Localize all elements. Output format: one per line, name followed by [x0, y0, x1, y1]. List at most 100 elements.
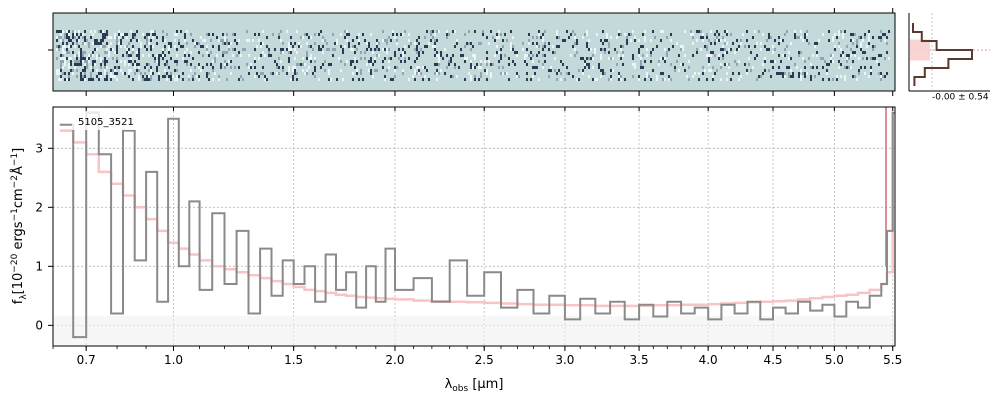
- twod-pixel: [74, 54, 76, 57]
- twod-pixel: [368, 60, 370, 63]
- twod-pixel: [532, 42, 534, 45]
- twod-pixel: [708, 63, 710, 66]
- twod-pixel: [224, 36, 226, 39]
- twod-pixel: [100, 72, 102, 75]
- twod-pixel: [62, 51, 64, 54]
- twod-pixel: [424, 75, 426, 78]
- twod-pixel: [322, 45, 324, 48]
- twod-pixel: [486, 51, 488, 54]
- twod-pixel: [92, 51, 94, 54]
- twod-pixel: [472, 45, 474, 48]
- twod-pixel: [760, 42, 762, 45]
- twod-pixel: [118, 36, 120, 39]
- twod-pixel: [684, 30, 686, 33]
- twod-pixel: [434, 33, 436, 36]
- twod-pixel: [408, 33, 410, 36]
- twod-pixel: [778, 54, 780, 57]
- twod-pixel: [456, 75, 458, 78]
- twod-pixel: [84, 51, 86, 54]
- twod-pixel: [386, 42, 388, 45]
- twod-pixel: [602, 72, 604, 75]
- twod-pixel: [630, 33, 632, 36]
- twod-pixel: [74, 36, 76, 39]
- twod-pixel: [418, 69, 420, 72]
- twod-pixel: [352, 72, 354, 75]
- twod-pixel: [148, 54, 150, 57]
- twod-pixel: [212, 69, 214, 72]
- twod-pixel: [482, 30, 484, 33]
- twod-pixel: [600, 54, 602, 57]
- twod-pixel: [414, 48, 416, 51]
- twod-pixel: [228, 48, 230, 51]
- twod-pixel: [250, 66, 252, 69]
- twod-pixel: [882, 33, 884, 36]
- ylabel-angstrom: Å: [10, 166, 26, 175]
- twod-pixel: [120, 69, 122, 72]
- twod-pixel: [702, 36, 704, 39]
- twod-pixel: [384, 48, 386, 51]
- twod-pixel: [176, 48, 178, 51]
- twod-pixel: [556, 30, 558, 33]
- twod-pixel: [708, 54, 710, 57]
- twod-pixel: [58, 45, 60, 48]
- twod-pixel: [402, 72, 404, 75]
- twod-pixel: [318, 45, 320, 48]
- twod-pixel: [370, 57, 372, 60]
- twod-pixel: [370, 72, 372, 75]
- twod-pixel: [560, 72, 562, 75]
- twod-pixel: [836, 78, 838, 81]
- twod-pixel: [642, 45, 644, 48]
- twod-pixel: [166, 60, 168, 63]
- twod-pixel: [104, 36, 106, 39]
- twod-pixel: [678, 54, 680, 57]
- twod-pixel: [644, 78, 646, 81]
- twod-pixel: [498, 66, 500, 69]
- twod-pixel: [496, 45, 498, 48]
- twod-pixel: [162, 51, 164, 54]
- twod-pixel: [464, 57, 466, 60]
- twod-pixel: [670, 63, 672, 66]
- twod-pixel: [306, 57, 308, 60]
- twod-pixel: [270, 54, 272, 57]
- twod-pixel: [486, 63, 488, 66]
- twod-pixel: [232, 33, 234, 36]
- twod-pixel: [292, 66, 294, 69]
- twod-pixel: [502, 72, 504, 75]
- twod-pixel: [592, 57, 594, 60]
- twod-pixel: [176, 54, 178, 57]
- twod-pixel: [264, 54, 266, 57]
- twod-pixel: [114, 69, 116, 72]
- twod-pixel: [622, 45, 624, 48]
- twod-pixel: [84, 63, 86, 66]
- twod-pixel: [526, 63, 528, 66]
- twod-pixel: [430, 33, 432, 36]
- twod-pixel: [226, 78, 228, 81]
- spectrum-line: [59, 111, 895, 339]
- twod-pixel: [314, 42, 316, 45]
- twod-pixel: [382, 48, 384, 51]
- twod-pixel: [746, 72, 748, 75]
- twod-pixel: [498, 60, 500, 63]
- twod-pixel: [374, 60, 376, 63]
- twod-pixel: [512, 45, 514, 48]
- twod-pixel: [168, 48, 170, 51]
- twod-pixel: [582, 69, 584, 72]
- twod-pixel: [144, 36, 146, 39]
- twod-pixel: [398, 57, 400, 60]
- twod-pixel: [680, 63, 682, 66]
- twod-pixel: [816, 54, 818, 57]
- twod-pixel: [224, 66, 226, 69]
- twod-pixel: [150, 69, 152, 72]
- twod-pixel: [224, 60, 226, 63]
- twod-pixel: [586, 57, 588, 60]
- twod-pixel: [826, 69, 828, 72]
- twod-pixel: [104, 66, 106, 69]
- twod-pixel: [738, 48, 740, 51]
- twod-pixel: [490, 63, 492, 66]
- twod-pixel: [80, 33, 82, 36]
- twod-pixel: [592, 54, 594, 57]
- twod-pixel: [100, 42, 102, 45]
- twod-pixel: [832, 78, 834, 81]
- twod-pixel: [682, 48, 684, 51]
- twod-pixel: [118, 42, 120, 45]
